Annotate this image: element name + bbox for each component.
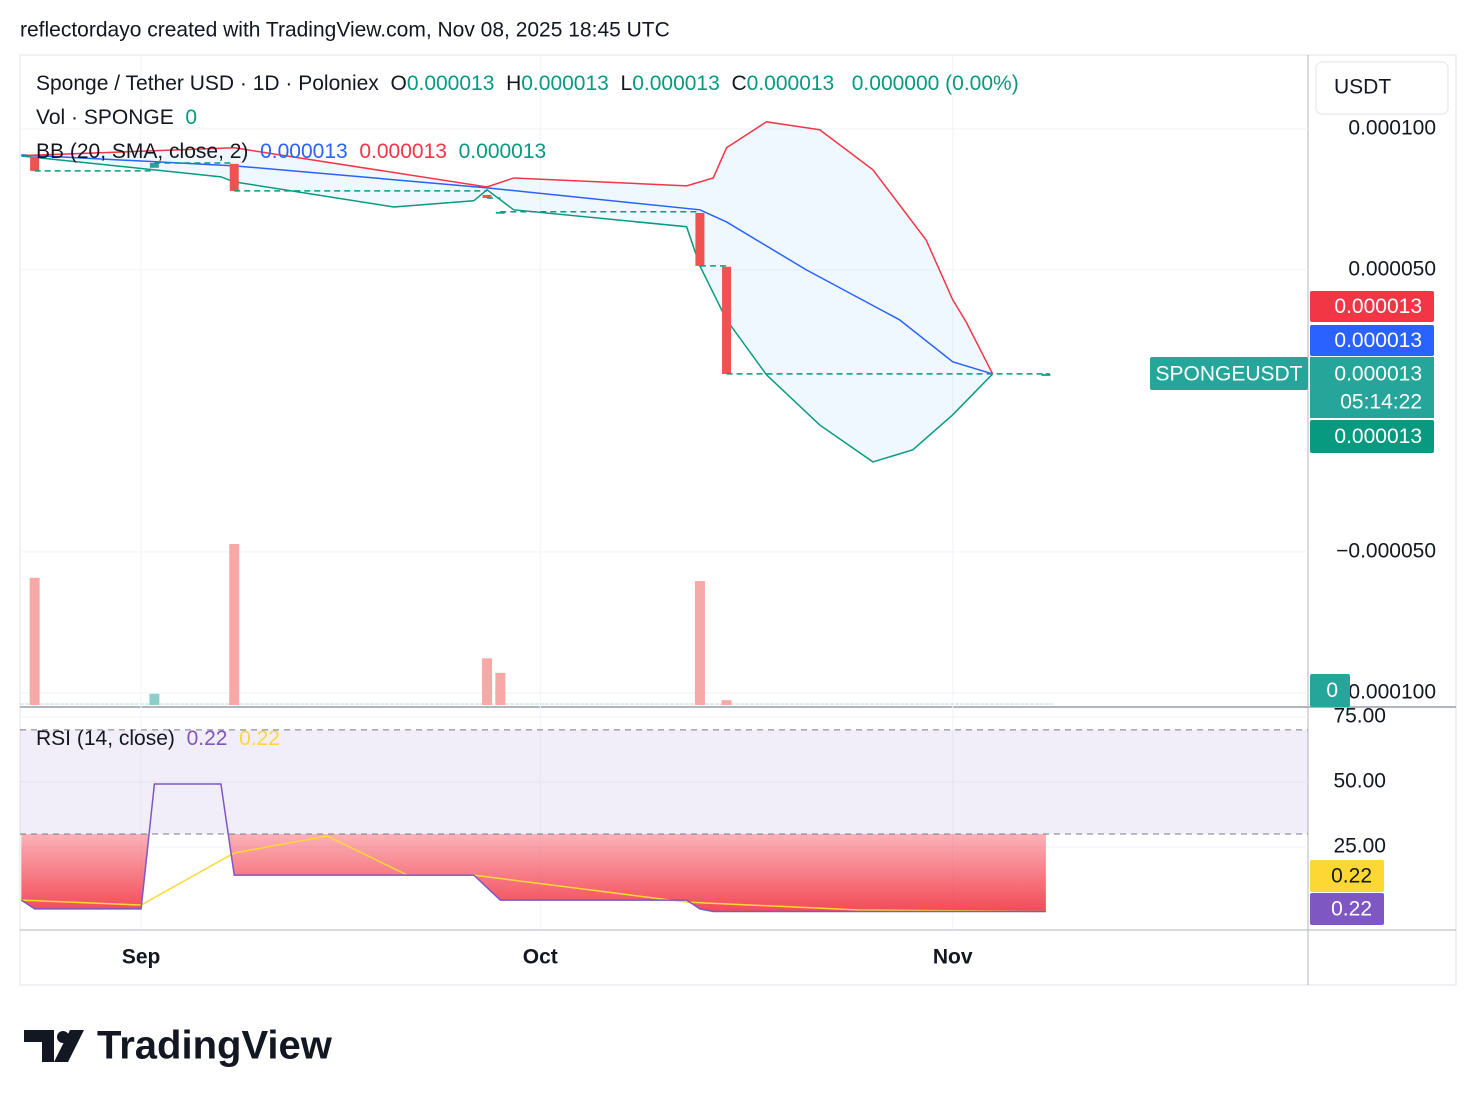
ohlc-key: C — [731, 72, 747, 95]
y-tick-label: −0.000100 — [1336, 680, 1436, 703]
vol-title: Vol · SPONGE — [36, 106, 174, 129]
symbol-title: Sponge / Tether USD · 1D · Poloniex — [36, 72, 379, 95]
rsi-title: RSI (14, close) — [36, 727, 175, 750]
candle — [1041, 373, 1051, 376]
ohlc-value: 0.000013 — [521, 72, 609, 95]
logo-text: TradingView — [97, 1024, 333, 1068]
bb-title: BB (20, SMA, close, 2) — [36, 140, 249, 163]
rsi-tag: 0.22 — [1331, 898, 1372, 921]
ohlc-key: H — [506, 72, 522, 95]
ohlc-value: 0.000013 — [632, 72, 720, 95]
vol-value: 0 — [185, 106, 198, 129]
candle — [149, 163, 159, 168]
bb-value: 0.000013 — [260, 140, 348, 163]
y-tick-label: 75.00 — [1333, 704, 1386, 727]
last-price-bg — [1310, 357, 1434, 418]
candle — [482, 194, 492, 198]
symbol-tag: SPONGEUSDT — [1155, 363, 1302, 386]
band-line — [21, 121, 994, 375]
countdown: 05:14:22 — [1340, 391, 1422, 414]
plot: Sep Oct Nov 0.000100 0.000050 −0.000050 −0.000… — [20, 55, 1436, 969]
rsi-line — [20, 783, 1046, 913]
currency-box — [1315, 61, 1449, 115]
ohlc-value: 0.000013 — [746, 72, 835, 95]
volume-bar — [149, 693, 160, 705]
y-tick-label: 0.000050 — [1348, 257, 1436, 280]
currency: USDT — [1334, 76, 1391, 99]
upper-tag-bg — [1310, 291, 1434, 322]
basis-tag-bg — [1310, 325, 1434, 356]
volume-bar — [29, 577, 40, 705]
rsi-ma-tag-bg — [1310, 860, 1384, 892]
logo: TradingView — [24, 1024, 333, 1068]
band-line — [21, 155, 994, 463]
rsi-values: 0.22 0.22 — [187, 727, 292, 750]
bb-legend: BB (20, SMA, close, 2) 0.000013 0.000013… — [36, 140, 558, 164]
main-legend: Sponge / Tether USD · 1D · Poloniex O0.0… — [36, 72, 1019, 96]
lower-tag: 0.000013 — [1334, 425, 1422, 448]
header: reflectordayo created with TradingView.c… — [20, 19, 670, 42]
y-tick-label: 0.000100 — [1348, 116, 1436, 139]
rsi-tag-bg — [1310, 893, 1384, 925]
ohlc-key: O — [390, 72, 407, 95]
upper-tag: 0.000013 — [1334, 295, 1422, 318]
x-tick-label: Nov — [933, 946, 973, 969]
volume-bar — [694, 581, 705, 705]
candle — [695, 212, 705, 266]
oversold-fill — [21, 833, 1046, 912]
rsi-value: 0.22 — [186, 727, 228, 750]
x-tick-label: Sep — [122, 946, 161, 969]
y-tick-label: −0.000050 — [1336, 539, 1436, 562]
frame — [19, 54, 1457, 986]
vol-legend: Vol · SPONGE 0 — [36, 106, 197, 130]
y-tick-label: 50.00 — [1333, 769, 1386, 792]
candle — [495, 211, 505, 214]
band-fill — [21, 121, 993, 462]
change: 0.000000 (0.00%) — [851, 72, 1019, 95]
rsi-band — [20, 729, 1308, 834]
symbol-bg — [1150, 357, 1308, 390]
candle — [30, 156, 40, 171]
vol-tag: 0 — [1326, 679, 1338, 702]
bb-value: 0.000013 — [458, 140, 547, 163]
rsi-ma-tag: 0.22 — [1331, 865, 1372, 888]
ohlc-key: L — [620, 72, 633, 95]
vol-tag-bg — [1310, 674, 1350, 707]
bb-values: 0.000013 0.000013 0.000013 — [260, 140, 558, 163]
x-tick-label: Oct — [523, 946, 558, 969]
ohlc: O0.000013 H0.000013 L0.000013 C0.000013 — [390, 72, 845, 95]
basis-tag: 0.000013 — [1334, 329, 1422, 352]
rsi-value: 0.22 — [239, 727, 280, 750]
ohlc-value: 0.000013 — [406, 72, 495, 95]
candle — [722, 266, 732, 374]
band-line — [21, 154, 993, 375]
y-tick-label: 25.00 — [1333, 835, 1386, 858]
bb-value: 0.000013 — [359, 140, 447, 163]
volume-bar — [229, 544, 240, 705]
volume-bar — [721, 700, 732, 705]
rsi-legend: RSI (14, close) 0.22 0.22 — [36, 727, 292, 751]
lower-tag-bg — [1310, 420, 1434, 453]
volume-bar — [482, 658, 493, 705]
candle — [229, 163, 239, 191]
volume-bar — [495, 672, 506, 705]
last-price: 0.000013 — [1334, 363, 1422, 386]
